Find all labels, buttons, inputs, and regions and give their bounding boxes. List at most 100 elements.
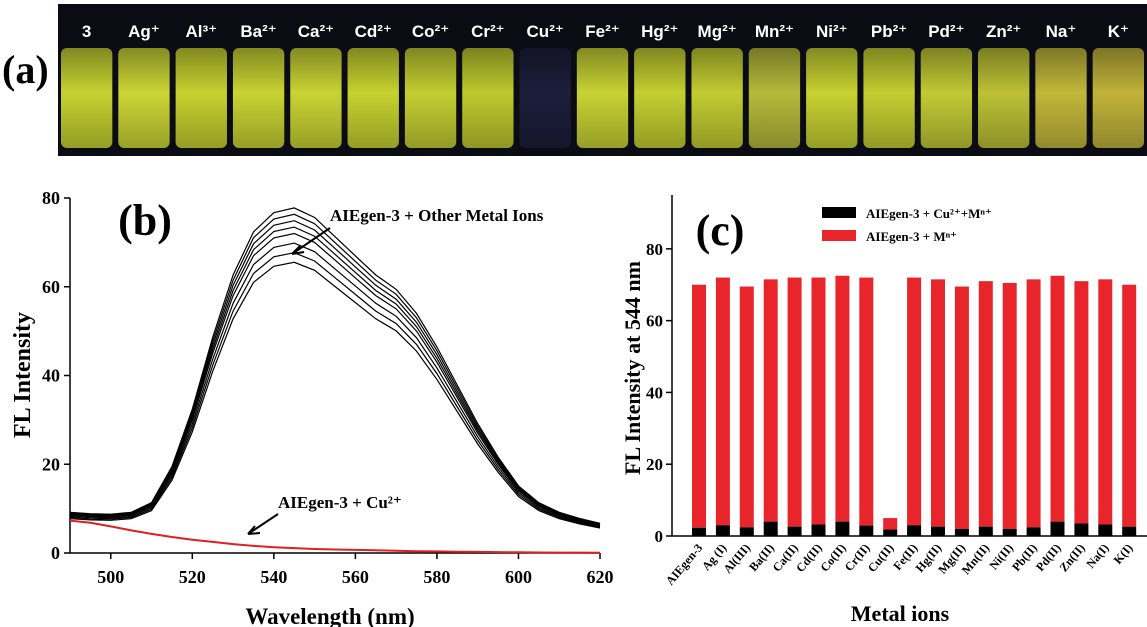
bar-black xyxy=(692,527,706,536)
y-tick-label: 0 xyxy=(655,527,664,546)
vial-shade xyxy=(748,48,801,148)
x-tick-label: Pb(II) xyxy=(1009,541,1040,574)
x-tick-label: 580 xyxy=(423,567,450,587)
bar-black xyxy=(859,525,874,536)
panel-c-label: (c) xyxy=(696,206,745,255)
vial-shade xyxy=(519,48,571,148)
x-tick-label: 540 xyxy=(260,567,287,587)
x-tick-label: 600 xyxy=(505,567,532,587)
vial-label: Pb²⁺ xyxy=(871,22,907,41)
bar-black xyxy=(1098,524,1113,536)
bar-red xyxy=(811,277,826,525)
annotation-cu: AIEgen-3 + Cu²⁺ xyxy=(278,493,402,512)
series-line-other-ions xyxy=(69,261,601,529)
x-tick-label: Co(II) xyxy=(817,541,848,575)
series-line-other-ions xyxy=(69,226,601,526)
bar-black xyxy=(1122,526,1137,536)
bar-black xyxy=(883,529,898,536)
x-tick-label: 500 xyxy=(97,567,124,587)
vial-shade xyxy=(175,48,227,148)
series-line-other-ions xyxy=(69,220,601,525)
bar-red xyxy=(978,281,993,527)
bar-black xyxy=(739,527,754,536)
vial-shade xyxy=(691,48,743,148)
vial-shade xyxy=(118,48,170,148)
x-tick-label: 620 xyxy=(587,567,614,587)
vial-label: Ba²⁺ xyxy=(240,22,276,41)
x-axis-title: Wavelength (nm) xyxy=(245,604,414,627)
vial-label: Ca²⁺ xyxy=(298,22,334,41)
x-tick-label: Na(I) xyxy=(1083,541,1111,571)
vial-label: K⁺ xyxy=(1108,22,1129,41)
emission-spectra-chart: 0 20 40 60 80 500 520 540 560 580 600 620 (b) AIEge… xyxy=(10,188,614,627)
y-tick-label: 40 xyxy=(42,366,60,386)
bar-black xyxy=(1026,527,1041,536)
vial-shade xyxy=(920,48,973,148)
bar-red xyxy=(1002,282,1017,529)
series-line-other-ions xyxy=(69,242,601,527)
vial-label: Cu²⁺ xyxy=(527,22,564,41)
bar-red xyxy=(1026,279,1041,528)
y-axis-title: FL Intensity xyxy=(10,312,36,438)
y-tick-label: 60 xyxy=(42,277,60,297)
vial-label: Fe²⁺ xyxy=(585,22,619,41)
bar-red xyxy=(883,518,898,530)
vial-label: Hg²⁺ xyxy=(641,22,678,41)
bar-black xyxy=(1050,521,1065,536)
x-axis-title: Metal ions xyxy=(851,601,950,626)
vial-label: Cd²⁺ xyxy=(355,22,392,41)
vial-label: Ni²⁺ xyxy=(816,22,848,41)
bar-black xyxy=(763,521,778,536)
legend-label-cu: AIEgen-3 + Cu²⁺+Mⁿ⁺ xyxy=(866,206,992,221)
bar-black xyxy=(907,525,922,536)
vial-label: Pd²⁺ xyxy=(928,22,964,41)
series-line-other-ions xyxy=(69,252,601,528)
bar-black xyxy=(978,526,993,536)
vial-label: Co²⁺ xyxy=(412,22,449,41)
bar-red xyxy=(1050,275,1065,522)
x-tick-label: 560 xyxy=(342,567,369,587)
arrow-cu xyxy=(247,513,279,535)
vial-label: Mg²⁺ xyxy=(698,22,737,41)
y-tick-label: 20 xyxy=(42,454,60,474)
x-tick-label: 520 xyxy=(179,567,206,587)
bar-red xyxy=(787,277,802,527)
vial-shade xyxy=(347,48,399,148)
x-tick-label: Zn(II) xyxy=(1056,541,1087,575)
vial-shade xyxy=(462,48,514,148)
bar-black xyxy=(1002,528,1017,536)
vial-label: Zn²⁺ xyxy=(986,22,1021,41)
bar-black xyxy=(1074,523,1089,536)
vial-shade xyxy=(978,48,1030,148)
y-tick-label: 40 xyxy=(646,383,663,402)
bar-red xyxy=(1098,279,1113,525)
y-tick-label: 80 xyxy=(646,240,663,259)
vial-label: Cr²⁺ xyxy=(471,22,505,41)
vial-shade xyxy=(576,48,629,148)
bar-red xyxy=(859,277,874,526)
vial-label: Mn²⁺ xyxy=(755,22,794,41)
y-tick-label: 60 xyxy=(646,312,663,331)
vial-shade xyxy=(61,48,113,148)
bar-black xyxy=(835,521,850,536)
vial-label: Ag⁺ xyxy=(128,22,160,41)
vial-label: 3 xyxy=(82,22,91,41)
legend: AIEgen-3 + Cu²⁺+Mⁿ⁺ AIEgen-3 + Mⁿ⁺ xyxy=(822,206,992,244)
bar-black xyxy=(715,525,730,536)
bar-red xyxy=(763,279,778,522)
bar-red xyxy=(1122,284,1137,527)
bar-red xyxy=(739,286,754,528)
bar-red xyxy=(1074,281,1089,524)
x-tick-label: Cd(II) xyxy=(793,541,825,575)
panel-b-label: (b) xyxy=(118,196,172,245)
vial-label: Na⁺ xyxy=(1046,22,1077,41)
vial-shade xyxy=(232,48,285,148)
bar-red xyxy=(715,277,730,526)
vial-shade xyxy=(634,48,686,148)
x-tick-label: Cu(II) xyxy=(865,541,897,575)
bar-red xyxy=(907,277,922,526)
panel-a-label: (a) xyxy=(2,47,49,92)
series-line-cu xyxy=(69,519,601,554)
bar-red xyxy=(835,275,850,522)
